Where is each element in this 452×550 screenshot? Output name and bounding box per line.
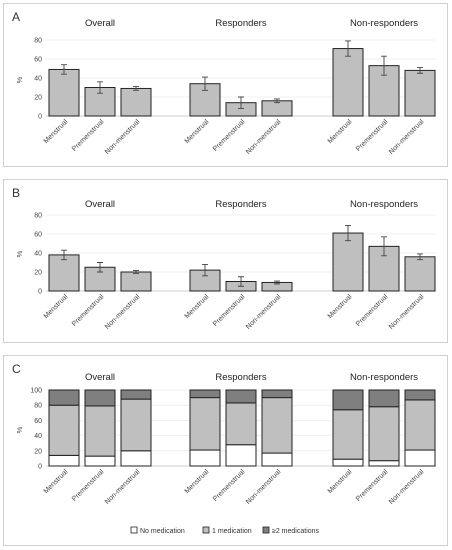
legend-swatch-1-medication [202,526,210,534]
panel-c-responders-premenstrual-bar-segment-2-medications [225,389,257,404]
panel-a-overall-premenstrual-error-bar [97,81,103,94]
panel-a-title-overall: Overall [85,18,115,29]
panel-c-overall-menstrual-bar-segment-no-medication [48,454,80,467]
panel-b-overall-menstrual-bar [48,254,80,292]
panel-c-overall-non-menstrual-bar-segment-no-medication [120,450,152,467]
panel-b-ytick-0: 0 [38,289,42,296]
panel-c-responders-menstrual-bar-segment-2-medications [189,389,221,399]
panel-c-title-non-responders: Non-responders [350,372,418,383]
panel-c-legend: No medication 1 medication ≥2 medication… [130,526,320,535]
panel-a-ytick-0: 0 [38,114,42,121]
panel-b-responders-premenstrual-error-bar [238,276,244,287]
panel-a-ytick-80: 80 [34,38,42,45]
panel-c-overall-premenstrual-bar-segment-no-medication [84,455,116,467]
panel-c-letter: C [12,362,21,376]
panel-c-responders-menstrual-bar-segment-no-medication [189,449,221,467]
legend-label-no-medication: No medication [140,528,185,535]
legend-swatch-2plus-medications [262,526,270,534]
panel-c-non-responders-menstrual-bar-segment-no-medication [332,458,364,467]
panel-c-ytick-80: 80 [34,403,42,410]
panel-a-overall-non-menstrual-error-bar [133,86,139,91]
panel-b-responders-menstrual-error-bar [202,263,208,277]
panel-a-overall-menstrual-bar [48,68,80,117]
panel-a-ytick-40: 40 [34,76,42,83]
panel-b-letter: B [12,186,20,200]
panel-b-overall-non-menstrual-bar [120,271,152,292]
panel-c-overall-non-menstrual-bar-segment-2-medications [120,389,152,400]
panel-b-non-responders-premenstrual-error-bar [381,236,387,257]
panel-a-title-responders: Responders [215,18,266,29]
panel-c-responders-non-menstrual-bar-segment-1-medication [261,397,293,454]
legend-swatch-no-medication [130,526,138,534]
panel-b-ylabel: % [15,250,24,257]
panel-c-overall-menstrual-bar-segment-1-medication [48,404,80,456]
panel-c-ytick-40: 40 [34,433,42,440]
panel-c-non-responders-non-menstrual-bar-segment-2-medications [404,389,436,401]
panel-a-non-responders-non-menstrual-error-bar [417,67,423,74]
panel-a-non-responders-premenstrual-error-bar [381,55,387,76]
panel-a-overall-non-menstrual-bar [120,87,152,117]
panel-c-ytick-20: 20 [34,448,42,455]
panel-a-responders-premenstrual-error-bar [238,96,244,109]
panel-a-ylabel: % [15,76,24,83]
panel-b-non-responders-menstrual-error-bar [345,225,351,242]
legend-label-2plus-medications: ≥2 medications [272,528,320,535]
panel-c-overall-non-menstrual-bar-segment-1-medication [120,398,152,452]
panel-c-non-responders-menstrual-bar-segment-2-medications [332,389,364,411]
panel-a-overall-menstrual-error-bar [61,64,67,75]
panel-c-responders-menstrual-bar-segment-1-medication [189,397,221,451]
panel-b-non-responders-non-menstrual-bar [404,256,436,292]
panel-c-responders-premenstrual-bar-segment-no-medication [225,444,257,467]
panel-a-ytick-60: 60 [34,57,42,64]
panel-a-responders-menstrual-error-bar [202,76,208,91]
panel-a-title-non-responders: Non-responders [350,18,418,29]
panel-c-ytick-0: 0 [38,464,42,471]
panel-c-non-responders-menstrual-bar-segment-1-medication [332,409,364,460]
panel-a-non-responders-menstrual-bar [332,48,364,117]
panel-b-overall-menstrual-error-bar [61,249,67,261]
panel-b-title-overall: Overall [85,199,115,210]
panel-c-title-overall: Overall [85,372,115,383]
panel-c-ytick-60: 60 [34,418,42,425]
panel-b-title-responders: Responders [215,199,266,210]
panel-a-non-responders-non-menstrual-bar [404,69,436,117]
panel-b-title-non-responders: Non-responders [350,199,418,210]
panel-b-overall-premenstrual-error-bar [97,262,103,273]
panel-c-responders-premenstrual-bar-segment-1-medication [225,402,257,446]
legend-label-1-medication: 1 medication [212,528,252,535]
panel-c-title-responders: Responders [215,372,266,383]
panel-b-ytick-60: 60 [34,232,42,239]
panel-c-responders-non-menstrual-bar-segment-no-medication [261,452,293,467]
panel-b-ytick-20: 20 [34,270,42,277]
panel-b-ytick-40: 40 [34,251,42,258]
panel-c-non-responders-non-menstrual-bar-segment-no-medication [404,449,436,467]
panel-a-non-responders-menstrual-error-bar [345,40,351,57]
panel-c-non-responders-premenstrual-bar-segment-1-medication [368,406,400,462]
panel-b-ytick-80: 80 [34,213,42,220]
panel-c-overall-premenstrual-bar-segment-2-medications [84,389,116,407]
panel-a-ytick-20: 20 [34,95,42,102]
panel-a-letter: A [12,10,20,24]
panel-c-non-responders-non-menstrual-bar-segment-1-medication [404,399,436,451]
panel-c-overall-menstrual-bar-segment-2-medications [48,389,80,406]
panel-c-non-responders-premenstrual-bar-segment-2-medications [368,389,400,408]
panel-b-non-responders-non-menstrual-error-bar [417,253,423,261]
panel-c-overall-premenstrual-bar-segment-1-medication [84,405,116,457]
panel-b-overall-non-menstrual-error-bar [133,270,139,274]
panel-c-non-responders-premenstrual-bar-segment-no-medication [368,460,400,467]
panel-b-non-responders-menstrual-bar [332,232,364,292]
panel-c-ylabel: % [15,426,24,433]
panel-c-responders-non-menstrual-bar-segment-2-medications [261,389,293,399]
panel-a-responders-non-menstrual-error-bar [274,98,280,104]
panel-b-responders-non-menstrual-error-bar [274,280,280,285]
panel-c-ytick-100: 100 [30,388,42,395]
